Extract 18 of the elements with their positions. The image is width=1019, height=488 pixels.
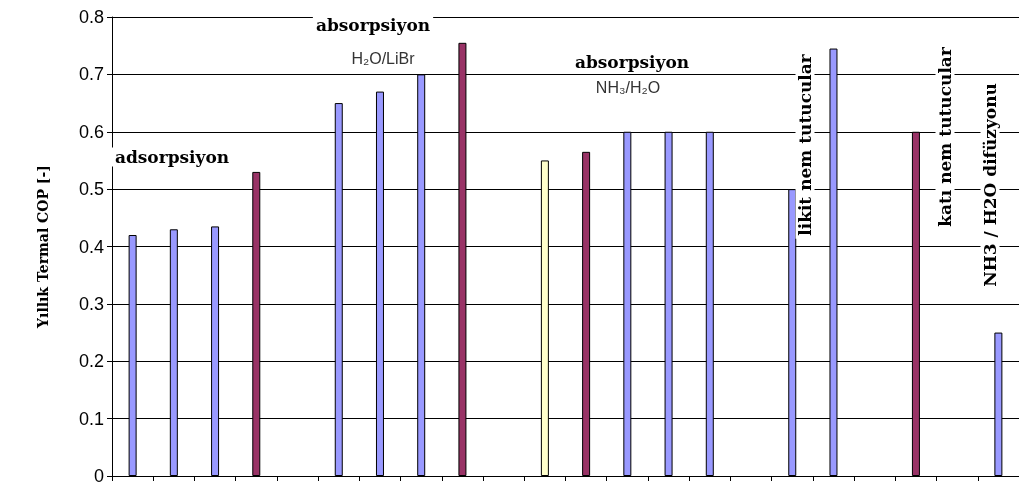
y-tick-label: 0.4: [78, 236, 104, 257]
y-axis-title: Yıllık Termal COP [-]: [35, 165, 51, 329]
annotation: katı nem tutucular: [935, 46, 955, 227]
y-tick-label: 0.1: [78, 408, 104, 429]
annotation: absorpsiyon: [315, 15, 431, 35]
annotation: adsorpsiyon: [114, 147, 230, 167]
y-tick-label: 0.5: [78, 179, 104, 200]
y-tick-label: 0.3: [78, 293, 104, 314]
annotation: NH₃/H₂O: [595, 78, 661, 96]
y-tick-label: 0.8: [78, 7, 104, 27]
annotation: likit nem tutucular: [795, 53, 815, 236]
annotation: absorpsiyon: [574, 52, 690, 72]
y-tick-label: 0.2: [78, 351, 104, 372]
annotation: H₂O/LiBr: [351, 49, 416, 67]
y-tick-label: 0.7: [78, 64, 104, 85]
y-tick-label: 0.6: [78, 121, 104, 142]
y-tick-label: 0: [93, 466, 104, 486]
annotation: NH3 / H2O difüzyonu: [980, 83, 1000, 287]
